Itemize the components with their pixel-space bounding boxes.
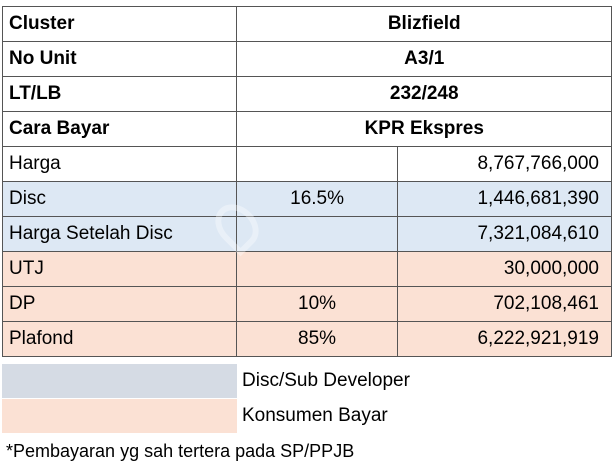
row-label: DP: [1, 286, 238, 322]
footnote: *Pembayaran yg sah tertera pada SP/PPJB: [6, 441, 355, 461]
row-percent: [236, 251, 398, 287]
table-row-utj: UTJ 30,000,000: [1, 251, 612, 287]
table-row-harga-setelah-disc: Harga Setelah Disc 7,321,084,610: [1, 216, 612, 252]
row-value: KPR Ekspres: [236, 111, 612, 147]
table-row-disc: Disc 16.5% 1,446,681,390: [1, 181, 612, 217]
legend-swatch-konsumen: [2, 399, 237, 433]
row-label: LT/LB: [1, 76, 238, 112]
row-label: Disc: [1, 181, 238, 217]
row-percent: [236, 146, 398, 182]
table-row-no-unit: No Unit A3/1: [1, 41, 612, 77]
row-amount: 30,000,000: [397, 251, 612, 287]
table-row-lt-lb: LT/LB 232/248: [1, 76, 612, 112]
table-row-harga: Harga 8,767,766,000: [1, 146, 612, 182]
row-label: Harga Setelah Disc: [1, 216, 238, 252]
table-row-plafond: Plafond 85% 6,222,921,919: [1, 321, 612, 357]
row-label: Plafond: [1, 321, 238, 357]
legend-label-konsumen: Konsumen Bayar: [242, 405, 388, 426]
legend-swatch-developer: [2, 364, 237, 398]
legend-label-developer: Disc/Sub Developer: [242, 370, 410, 391]
row-amount: 702,108,461: [397, 286, 612, 322]
row-label: No Unit: [1, 41, 238, 77]
row-percent: [236, 216, 398, 252]
row-value: Blizfield: [236, 6, 612, 42]
row-label: Cluster: [1, 6, 238, 42]
row-amount: 1,446,681,390: [397, 181, 612, 217]
row-label: UTJ: [1, 251, 238, 287]
row-label: Harga: [1, 146, 238, 182]
row-amount: 8,767,766,000: [397, 146, 612, 182]
row-value: A3/1: [236, 41, 612, 77]
row-amount: 7,321,084,610: [397, 216, 612, 252]
table-row-cluster: Cluster Blizfield: [1, 6, 612, 42]
pricing-table: Cluster Blizfield No Unit A3/1 LT/LB 232…: [1, 6, 612, 357]
row-value: 232/248: [236, 76, 612, 112]
row-amount: 6,222,921,919: [397, 321, 612, 357]
row-percent: 10%: [236, 286, 398, 322]
row-label: Cara Bayar: [1, 111, 238, 147]
row-percent: 85%: [236, 321, 398, 357]
table-row-dp: DP 10% 702,108,461: [1, 286, 612, 322]
row-percent: 16.5%: [236, 181, 398, 217]
table-row-cara-bayar: Cara Bayar KPR Ekspres: [1, 111, 612, 147]
